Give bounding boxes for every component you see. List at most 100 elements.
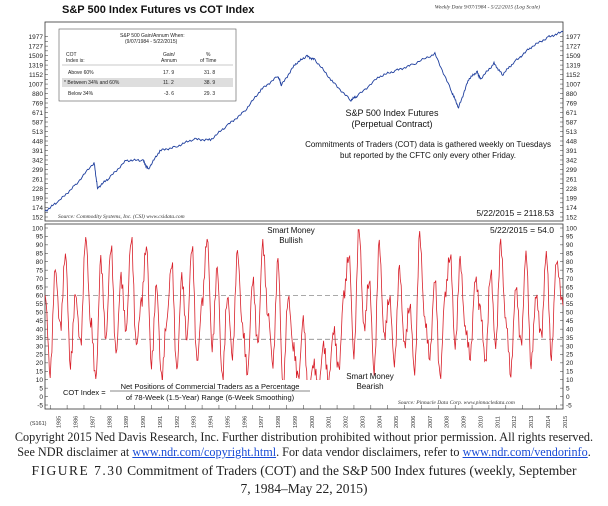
- y-tick-label: 15: [36, 369, 44, 376]
- x-tick-label: 2002: [344, 416, 350, 428]
- x-tick-label: 1996: [242, 416, 248, 428]
- stats-table-title: S&P 500 Gain/Annum When:: [120, 33, 185, 39]
- y-tick-label: 0: [566, 394, 570, 401]
- stats-table: S&P 500 Gain/Annum When: (9/07/1984 - 5/…: [58, 28, 237, 102]
- x-tick-label: 1995: [225, 416, 231, 428]
- y-tick-label: 85: [36, 251, 44, 258]
- y-tick-label: 30: [566, 343, 574, 350]
- figure-caption: FIGURE 7.30 Commitment of Traders (COT) …: [0, 462, 608, 498]
- top-y-axis-left: 152 174 199 228 261 299 342 391 448 513 587 671 769 8…: [29, 34, 48, 222]
- copyright-text-3: .: [587, 445, 591, 459]
- y-tick-label: 1977: [566, 34, 581, 41]
- cot-series-layer: [44, 229, 564, 401]
- copyright-line-1: Copyright 2015 Ned Davis Research, Inc. …: [14, 430, 594, 444]
- stats-col2-line2: Annum: [161, 58, 177, 64]
- y-tick-label: 1319: [566, 63, 581, 70]
- stats-row-gain: -3. 6: [164, 91, 174, 97]
- x-tick-label: 2014: [546, 416, 552, 428]
- bearish-label: Smart Money: [346, 372, 394, 381]
- y-tick-label: 448: [32, 139, 43, 146]
- x-tick-label: 2005: [394, 416, 400, 428]
- caption-block: Copyright 2015 Ned Davis Research, Inc. …: [0, 430, 608, 498]
- x-tick-label: 1989: [124, 416, 130, 428]
- y-tick-label: 70: [566, 276, 574, 283]
- x-axis-years: 1985 1986 1987 1988 1989 1990 1991 1992 1993 1994…: [49, 405, 569, 428]
- y-tick-label: 75: [36, 267, 44, 274]
- y-tick-label: 100: [32, 225, 43, 232]
- x-tick-label: 2006: [411, 416, 417, 428]
- bearish-label-sub: Bearish: [356, 382, 383, 391]
- top-source: Source: Commodity Systems, Inc. (CSI) ww…: [58, 213, 185, 220]
- y-tick-label: 40: [566, 326, 574, 333]
- y-tick-label: 769: [566, 101, 577, 108]
- stats-row-label: * Between 34% and 60%: [64, 80, 120, 86]
- cot-index-line: [44, 229, 564, 401]
- copyright-link[interactable]: www.ndr.com/copyright.html: [132, 445, 277, 459]
- x-tick-label: 2000: [310, 416, 316, 428]
- series-label-sub: (Perpetual Contract): [351, 119, 432, 129]
- y-tick-label: 50: [566, 310, 574, 317]
- y-tick-label: 228: [32, 186, 43, 193]
- chart-id: (S161): [30, 421, 47, 427]
- bullish-label: Smart Money: [267, 226, 315, 235]
- y-tick-label: -5: [566, 402, 572, 409]
- y-tick-label: 75: [566, 267, 574, 274]
- x-tick-label: 1993: [192, 416, 198, 428]
- y-tick-label: 880: [566, 91, 577, 98]
- y-tick-label: 60: [566, 293, 574, 300]
- y-tick-label: 1319: [29, 63, 44, 70]
- stats-row-gain: 17. 9: [163, 70, 174, 76]
- y-tick-label: 261: [32, 176, 43, 183]
- y-tick-label: 342: [32, 157, 43, 164]
- y-tick-label: 85: [566, 251, 574, 258]
- y-tick-label: 5: [39, 385, 43, 392]
- y-tick-label: 769: [32, 101, 43, 108]
- y-tick-label: 95: [36, 234, 44, 241]
- y-tick-label: 90: [36, 242, 44, 249]
- bottom-source: Source: Pinnacle Data Corp. www.pinnacle…: [398, 400, 515, 406]
- header-note: Weekly Data 9/07/1984 - 5/22/2015 (Log S…: [435, 4, 540, 11]
- y-tick-label: 30: [36, 343, 44, 350]
- y-tick-label: 80: [566, 259, 574, 266]
- y-tick-label: 65: [36, 284, 44, 291]
- y-tick-label: 55: [36, 301, 44, 308]
- figure-title-line1: Commitment of Traders (COT) and the S&P …: [123, 463, 577, 478]
- y-tick-label: 10: [566, 377, 574, 384]
- y-tick-label: 299: [566, 167, 577, 174]
- copyright-line-2: See NDR disclaimer at www.ndr.com/copyri…: [0, 445, 608, 460]
- x-tick-label: 1997: [259, 416, 265, 428]
- top-panel-frame: [44, 21, 564, 222]
- y-tick-label: 199: [566, 196, 577, 203]
- x-tick-label: 1985: [57, 416, 63, 428]
- stats-row-label: Below 34%: [68, 91, 94, 97]
- stats-col3-line1: %: [206, 52, 211, 58]
- y-tick-label: 50: [36, 310, 44, 317]
- bottom-panel-frame: [44, 223, 564, 410]
- y-tick-label: 100: [566, 225, 577, 232]
- figure-title-line2: 7, 1984–May 22, 2015): [240, 481, 368, 496]
- x-tick-label: 2010: [479, 416, 485, 428]
- cot-note-line1: Commitments of Traders (COT) data is gat…: [305, 140, 551, 149]
- sp500-futures-line: [44, 30, 564, 212]
- x-tick-label: 2008: [445, 416, 451, 428]
- sp500-series-layer: [44, 30, 564, 212]
- y-tick-label: 513: [566, 129, 577, 136]
- y-tick-label: 1152: [566, 72, 580, 79]
- y-tick-label: 20: [36, 360, 44, 367]
- vendorinfo-link[interactable]: www.ndr.com/vendorinfo: [462, 445, 588, 459]
- y-tick-label: 228: [566, 186, 577, 193]
- stats-row-time: 29. 3: [204, 91, 215, 97]
- x-tick-label: 2012: [512, 416, 518, 428]
- y-tick-label: 671: [566, 110, 577, 117]
- x-tick-label: 1990: [141, 416, 147, 428]
- cot-note-line2: but reported by the CFTC only every othe…: [340, 151, 516, 160]
- x-tick-label: 1991: [158, 416, 164, 428]
- y-tick-label: 40: [36, 326, 44, 333]
- x-tick-label: 1986: [74, 416, 80, 428]
- x-tick-label: 2015: [563, 416, 569, 428]
- formula-left: COT Index =: [63, 388, 106, 397]
- formula-numerator: Net Positions of Commercial Traders as a…: [121, 382, 300, 391]
- stats-col1-line1: COT: [66, 52, 77, 58]
- stats-table-date-range: (9/07/1984 - 5/22/2015): [125, 39, 178, 45]
